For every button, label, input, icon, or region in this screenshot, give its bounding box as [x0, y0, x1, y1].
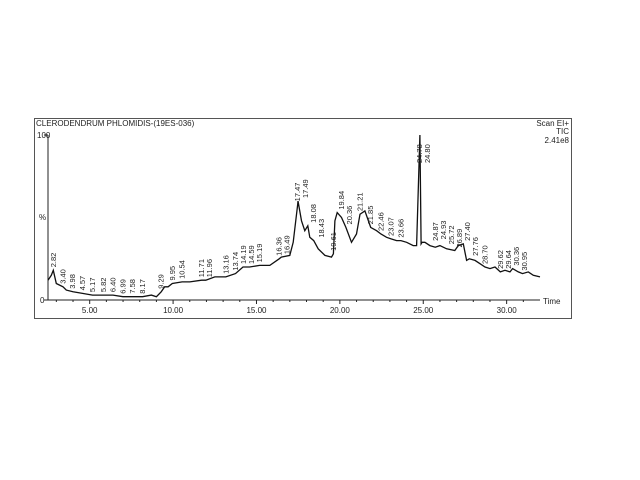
- max-intensity-label: 2.41e8: [545, 136, 570, 145]
- peak-label: 27.76: [471, 237, 480, 256]
- x-tick-label: 25.00: [413, 306, 434, 315]
- peak-label: 24.87: [431, 222, 440, 241]
- peak-label: 19.61: [329, 232, 338, 251]
- peak-label: 13.74: [231, 252, 240, 271]
- peak-label: 26.89: [455, 229, 464, 248]
- peak-label: 11.71: [197, 259, 206, 277]
- peak-label: 4.57: [78, 276, 87, 291]
- peak-label: 9.95: [168, 266, 177, 281]
- peak-label: 6.40: [108, 277, 117, 292]
- x-tick-label: 5.00: [82, 306, 98, 315]
- peak-label: 8.17: [138, 279, 147, 294]
- x-tick-label: 30.00: [497, 306, 518, 315]
- tic-trace-line: [47, 134, 541, 298]
- peak-label: 16.36: [275, 237, 284, 256]
- peak-label: 14.19: [239, 245, 248, 264]
- peak-label: 19.84: [337, 191, 346, 210]
- trace-type-label: TIC: [556, 127, 569, 136]
- peak-label: 18.08: [309, 204, 318, 223]
- peak-label: 6.99: [118, 279, 127, 294]
- peak-label: 23.07: [387, 217, 396, 236]
- peak-label: 24.80: [423, 144, 432, 163]
- y-tick-label-top: 100: [37, 131, 51, 140]
- y-axis-label: %: [39, 213, 46, 222]
- peak-label: 16.49: [283, 235, 292, 254]
- peak-label: 27.40: [463, 222, 472, 241]
- y-tick-label-bottom: 0: [40, 296, 45, 305]
- peak-label: 9.29: [157, 274, 166, 289]
- chart-border: [34, 118, 572, 319]
- x-tick-label: 10.00: [163, 306, 184, 315]
- peak-label: 3.98: [68, 274, 77, 289]
- peak-label: 10.54: [178, 260, 187, 279]
- peak-label: 13.16: [221, 255, 230, 274]
- peak-label: 17.47: [293, 183, 302, 202]
- x-axis-label: Time: [543, 297, 561, 306]
- peak-label: 29.64: [504, 250, 513, 269]
- peak-label: 24.93: [439, 221, 448, 240]
- peak-label: 24.78: [415, 144, 424, 163]
- peak-label: 3.40: [59, 269, 68, 284]
- peak-label: 30.36: [512, 247, 521, 266]
- peak-label: 30.95: [520, 252, 529, 271]
- peak-label: 2.82: [49, 253, 58, 268]
- peak-label: 25.72: [447, 225, 456, 244]
- peak-label: 29.62: [496, 250, 505, 269]
- plot-area: 5.00 10.00 15.00 20.00 25.00 30.00 2.823.40 3.9…: [44, 134, 541, 315]
- peak-label: 7.58: [128, 279, 137, 294]
- peak-label: 21.21: [356, 192, 365, 211]
- chart-title: CLERODENDRUM PHLOMIDIS-(19ES-036): [36, 119, 195, 128]
- x-tick-label: 20.00: [330, 306, 351, 315]
- peak-label: 5.17: [88, 277, 97, 292]
- peak-label: 23.66: [396, 219, 405, 238]
- peak-label: 15.19: [255, 244, 264, 263]
- peak-label: 21.85: [366, 206, 375, 225]
- peak-label: 5.82: [99, 278, 108, 293]
- scan-mode-label: Scan EI+: [536, 119, 569, 128]
- peak-label: 14.59: [247, 245, 256, 264]
- peak-label: 11.96: [205, 259, 214, 277]
- peak-label: 18.43: [317, 219, 326, 238]
- peak-label: 22.46: [376, 212, 385, 231]
- peak-label: 20.36: [345, 206, 354, 225]
- x-tick-label: 15.00: [246, 306, 267, 315]
- peak-label: 17.49: [301, 179, 310, 198]
- peak-label: 28.70: [481, 245, 490, 264]
